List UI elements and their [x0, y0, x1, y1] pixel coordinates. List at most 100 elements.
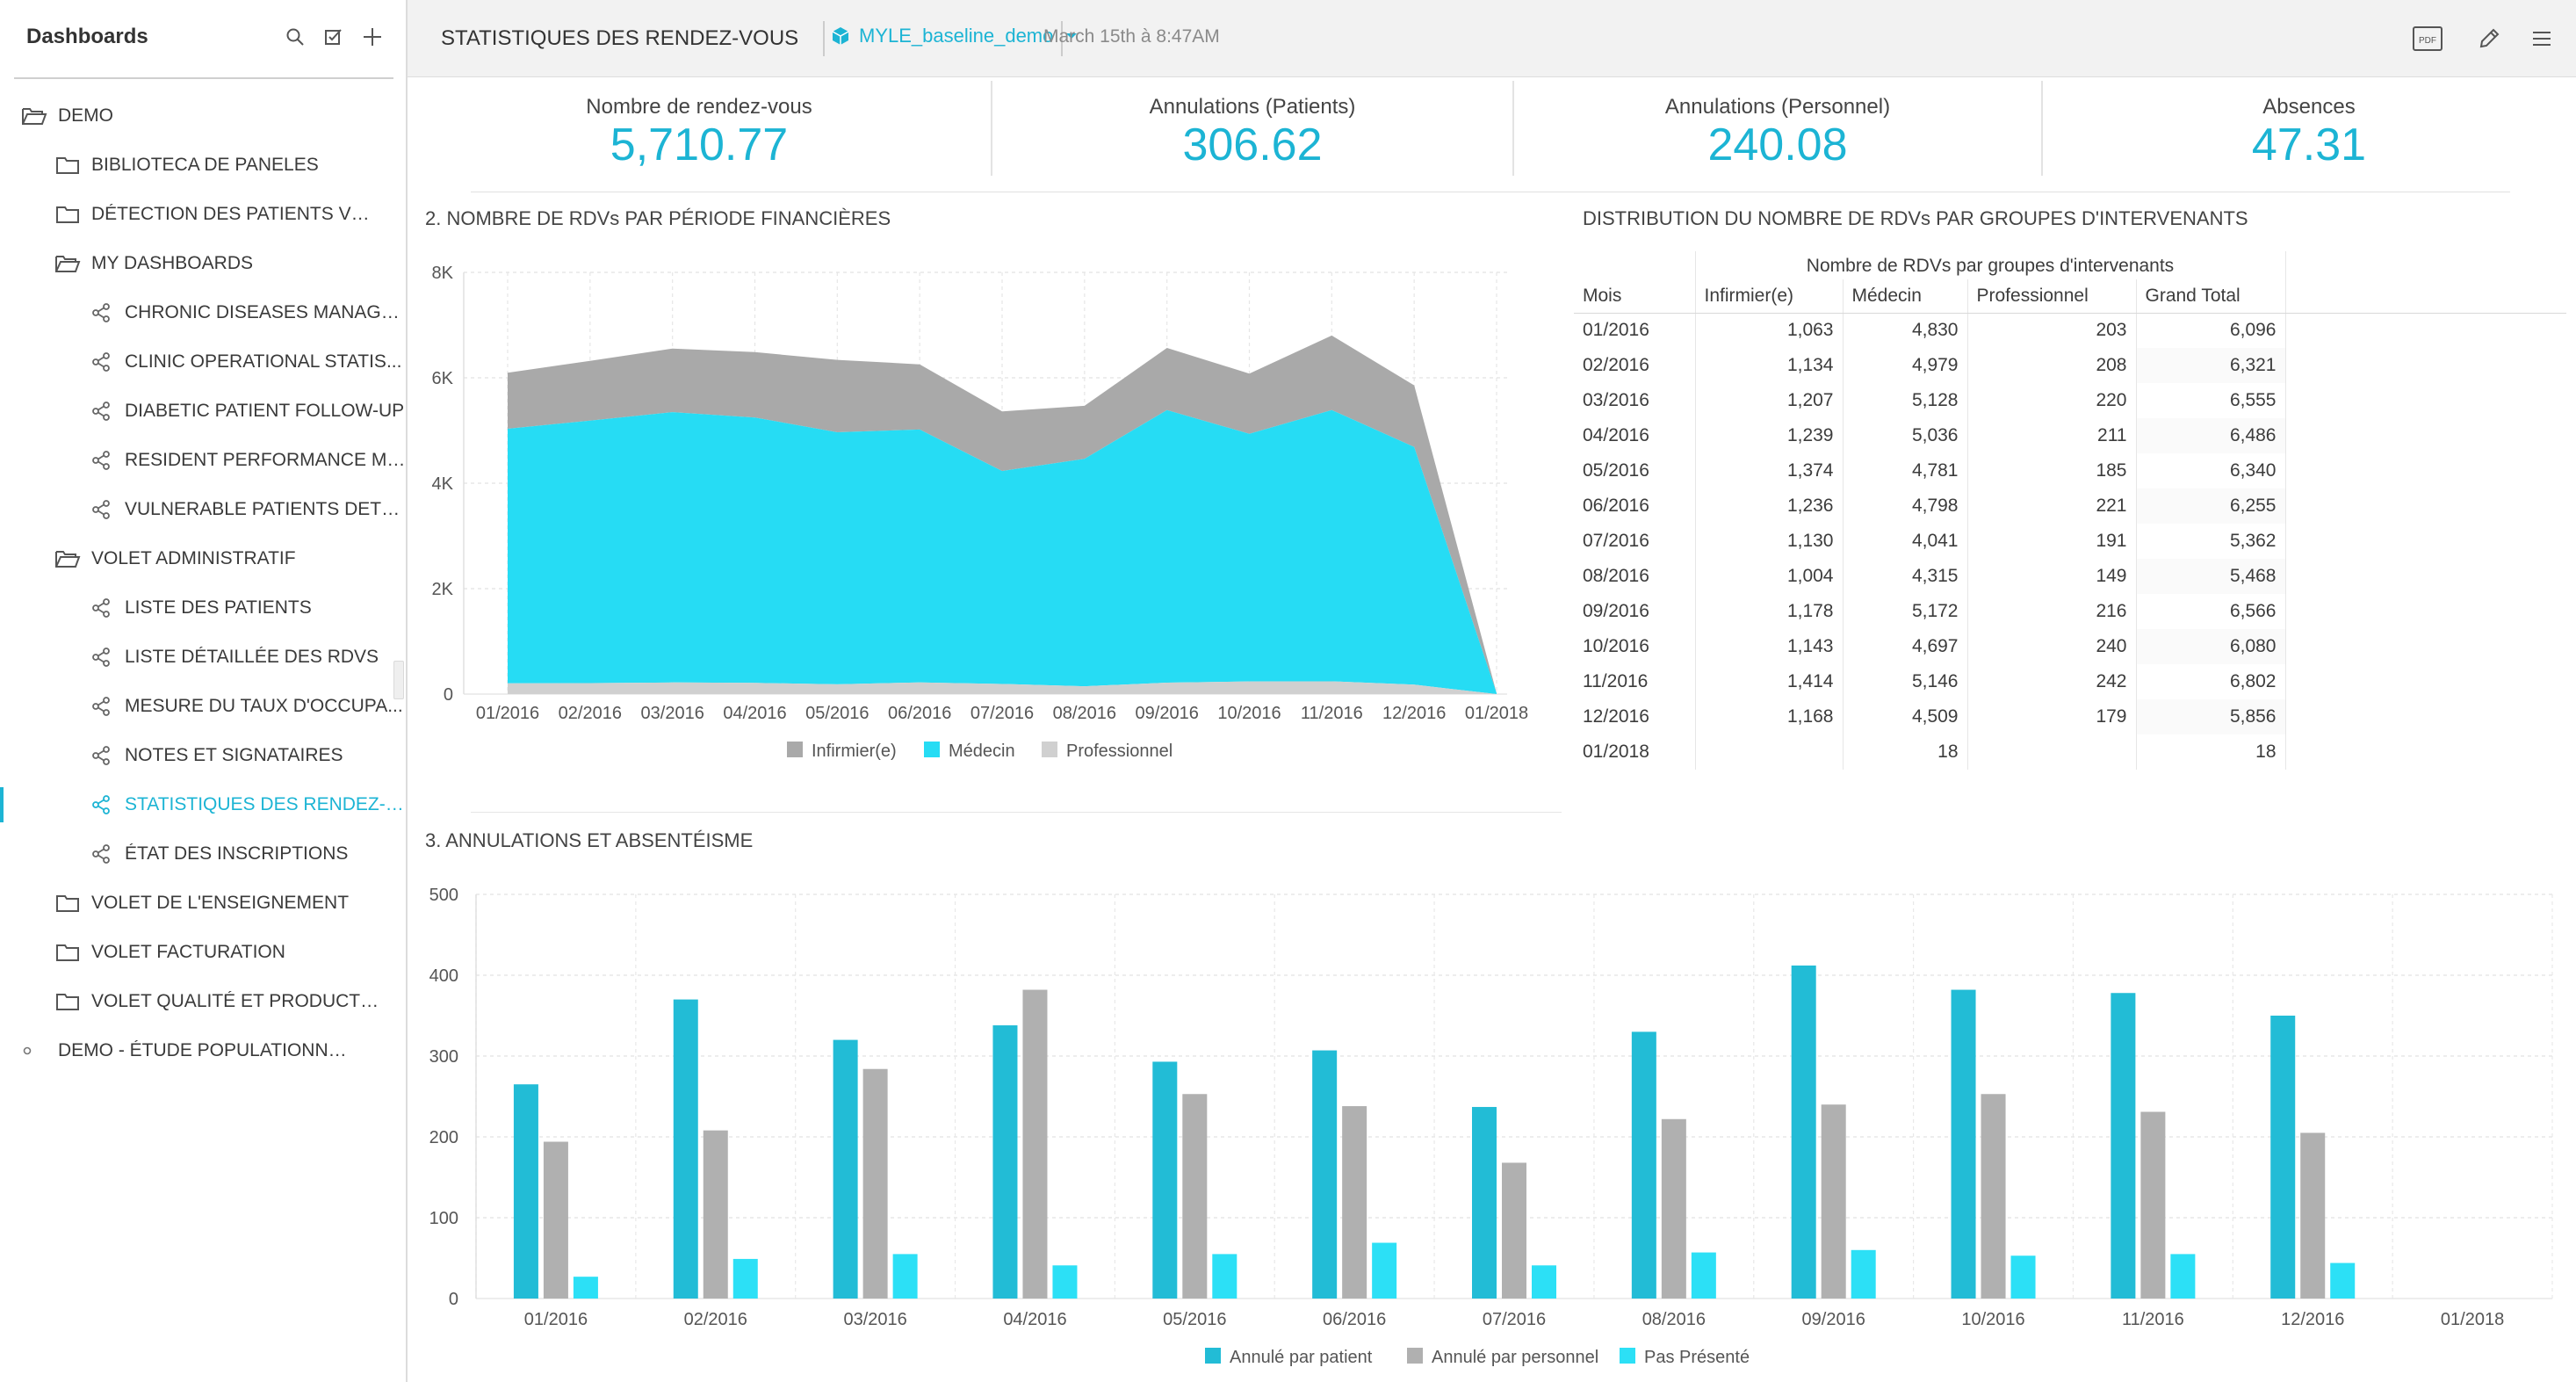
dataset-selector[interactable]: MYLE_baseline_demo [794, 25, 1078, 47]
sidebar-item[interactable]: STATISTIQUES DES RENDEZ-V... [0, 780, 406, 829]
y-tick-label: 0 [449, 1290, 458, 1309]
bar-annul-par-patient[interactable] [1472, 1106, 1497, 1299]
y-tick-label: 2K [432, 580, 454, 599]
column-header[interactable]: Médecin [1843, 279, 1968, 314]
sidebar-item[interactable]: LISTE DÉTAILLÉE DES RDVS [0, 633, 406, 682]
bar-pas-pr-sent-[interactable] [732, 1258, 758, 1299]
legend-label[interactable]: Infirmier(e) [812, 742, 897, 761]
column-header[interactable]: Professionnel [1967, 279, 2137, 314]
sidebar-item[interactable]: MY DASHBOARDS [0, 239, 406, 288]
pencil-icon[interactable] [2471, 23, 2507, 54]
bar-pas-pr-sent-[interactable] [892, 1254, 918, 1299]
search-icon[interactable] [281, 23, 309, 51]
x-tick-label: 02/2016 [684, 1310, 747, 1329]
bar-annul-par-patient[interactable] [1312, 1050, 1338, 1299]
table-cell [1695, 734, 1844, 770]
sidebar-item[interactable]: VOLET FACTURATION [0, 928, 406, 977]
caret-down-icon [1065, 32, 1078, 40]
pdf-export-icon[interactable]: PDF [2410, 23, 2445, 54]
bar-annul-par-patient[interactable] [513, 1084, 538, 1299]
menu-icon[interactable] [2524, 23, 2559, 54]
bar-pas-pr-sent-[interactable] [2170, 1254, 2196, 1299]
kpi-absences: Absences 47.31 [2043, 86, 2575, 174]
sidebar-item[interactable]: VOLET ADMINISTRATIF [0, 534, 406, 583]
table-cell: 1,134 [1695, 348, 1844, 383]
bar-annul-par-patient[interactable] [2270, 1016, 2296, 1299]
sidebar-item[interactable]: ÉTAT DES INSCRIPTIONS [0, 829, 406, 879]
sidebar-item[interactable]: CHRONIC DISEASES MANAGE... [0, 288, 406, 337]
column-header[interactable]: Mois [1574, 279, 1696, 314]
bar-annul-par-personnel[interactable] [1821, 1104, 1846, 1299]
bar-annul-par-personnel[interactable] [1981, 1094, 2006, 1299]
bar-annul-par-personnel[interactable] [1182, 1094, 1208, 1299]
sidebar-item[interactable]: VULNERABLE PATIENTS DETE... [0, 485, 406, 534]
sidebar-item[interactable]: MESURE DU TAUX D'OCCUPA... [0, 682, 406, 731]
legend-label[interactable]: Professionnel [1066, 742, 1173, 761]
edit-list-icon[interactable] [320, 23, 348, 51]
bar-annul-par-patient[interactable] [833, 1039, 858, 1299]
x-tick-label: 04/2016 [1003, 1310, 1066, 1329]
sidebar-item[interactable]: DIABETIC PATIENT FOLLOW-UP [0, 387, 406, 436]
bar-annul-par-personnel[interactable] [1502, 1162, 1526, 1299]
area-series-professionnel[interactable] [508, 681, 1497, 695]
sidebar-item[interactable]: DEMO [0, 91, 406, 141]
bar-pas-pr-sent-[interactable] [2330, 1263, 2356, 1299]
bar-annul-par-personnel[interactable] [703, 1130, 728, 1299]
legend-label[interactable]: Médecin [949, 742, 1015, 761]
table-body: 01/2016 1,063 4,830 203 6,096 02/2016 1,134 4,9… [1574, 313, 2566, 770]
y-tick-label: 8K [432, 264, 454, 283]
bar-annul-par-personnel[interactable] [1342, 1106, 1367, 1299]
table-cell: 4,979 [1843, 348, 1968, 383]
bar-pas-pr-sent-[interactable] [1851, 1249, 1876, 1299]
bar-pas-pr-sent-[interactable] [1372, 1242, 1397, 1299]
bar-annul-par-patient[interactable] [1791, 965, 1816, 1299]
sidebar-item[interactable]: BIBLIOTECA DE PANELES [0, 141, 406, 190]
sidebar-item[interactable]: VOLET QUALITÉ ET PRODUCTIVITÉ [0, 977, 406, 1026]
bar-annul-par-patient[interactable] [673, 999, 698, 1299]
sidebar-item[interactable]: RESIDENT PERFORMANCE ME... [0, 436, 406, 485]
table-cell: 1,236 [1695, 488, 1844, 524]
legend-label[interactable]: Annulé par personnel [1432, 1348, 1598, 1367]
add-icon[interactable] [358, 23, 386, 51]
area-series-m-decin[interactable] [508, 409, 1497, 694]
bar-pas-pr-sent-[interactable] [1691, 1252, 1716, 1299]
area-chart[interactable]: 0 2K 4K 6K 8K 01/2016 02/2016 03/2016 04/2016 05/… [409, 246, 1560, 773]
bar-annul-par-personnel[interactable] [2140, 1111, 2166, 1299]
table-cell: 06/2016 [1574, 488, 1696, 524]
legend-label[interactable]: Annulé par patient [1230, 1348, 1373, 1367]
bar-pas-pr-sent-[interactable] [1532, 1265, 1556, 1299]
bar-annul-par-personnel[interactable] [1022, 989, 1048, 1299]
sidebar-item[interactable]: DEMO - ÉTUDE POPULATIONNELLE [0, 1026, 406, 1075]
table-group-header: Nombre de RDVs par groupes d'intervenant… [1695, 251, 2286, 279]
legend-label[interactable]: Pas Présenté [1644, 1348, 1750, 1367]
bar-chart[interactable]: 0 100 200 300 400 500 01/2016 02/2016 03/2016 04/… [409, 870, 2570, 1379]
bar-annul-par-personnel[interactable] [543, 1141, 568, 1299]
sidebar-item[interactable]: VOLET DE L'ENSEIGNEMENT [0, 879, 406, 928]
bar-annul-par-personnel[interactable] [1661, 1118, 1686, 1299]
column-header[interactable]: Grand Total [2135, 279, 2286, 314]
sidebar-item[interactable]: LISTE DES PATIENTS [0, 583, 406, 633]
sidebar-item[interactable]: DÉTECTION DES PATIENTS VULNÉ... [0, 190, 406, 239]
sidebar-resize-handle[interactable] [393, 661, 404, 699]
sidebar-item[interactable]: NOTES ET SIGNATAIRES [0, 731, 406, 780]
sidebar-item[interactable]: CLINIC OPERATIONAL STATIS... [0, 337, 406, 387]
bar-annul-par-patient[interactable] [2111, 993, 2136, 1299]
bar-pas-pr-sent-[interactable] [573, 1277, 598, 1299]
table-cell: 203 [1967, 313, 2137, 348]
bar-annul-par-patient[interactable] [1631, 1031, 1656, 1299]
sidebar-item-label: CLINIC OPERATIONAL STATIS... [125, 351, 402, 372]
bar-annul-par-patient[interactable] [1951, 989, 1976, 1299]
bar-pas-pr-sent-[interactable] [1052, 1265, 1078, 1299]
bar-pas-pr-sent-[interactable] [1212, 1254, 1237, 1299]
bar-annul-par-personnel[interactable] [862, 1068, 888, 1299]
topbar-divider [823, 21, 825, 56]
bar-pas-pr-sent-[interactable] [2010, 1255, 2036, 1299]
area-series-infirmier-e[interactable] [508, 335, 1497, 693]
column-header[interactable]: Infirmier(e) [1695, 279, 1844, 314]
table-row: 03/2016 1,207 5,128 220 6,555 [1574, 383, 2566, 418]
bar-annul-par-patient[interactable] [992, 1025, 1018, 1299]
area-chart-title: 2. NOMBRE DE RDVs PAR PÉRIODE FINANCIÈRE… [425, 207, 891, 229]
table-cell: 1,130 [1695, 524, 1844, 559]
bar-annul-par-personnel[interactable] [2300, 1132, 2326, 1299]
bar-annul-par-patient[interactable] [1152, 1061, 1178, 1299]
